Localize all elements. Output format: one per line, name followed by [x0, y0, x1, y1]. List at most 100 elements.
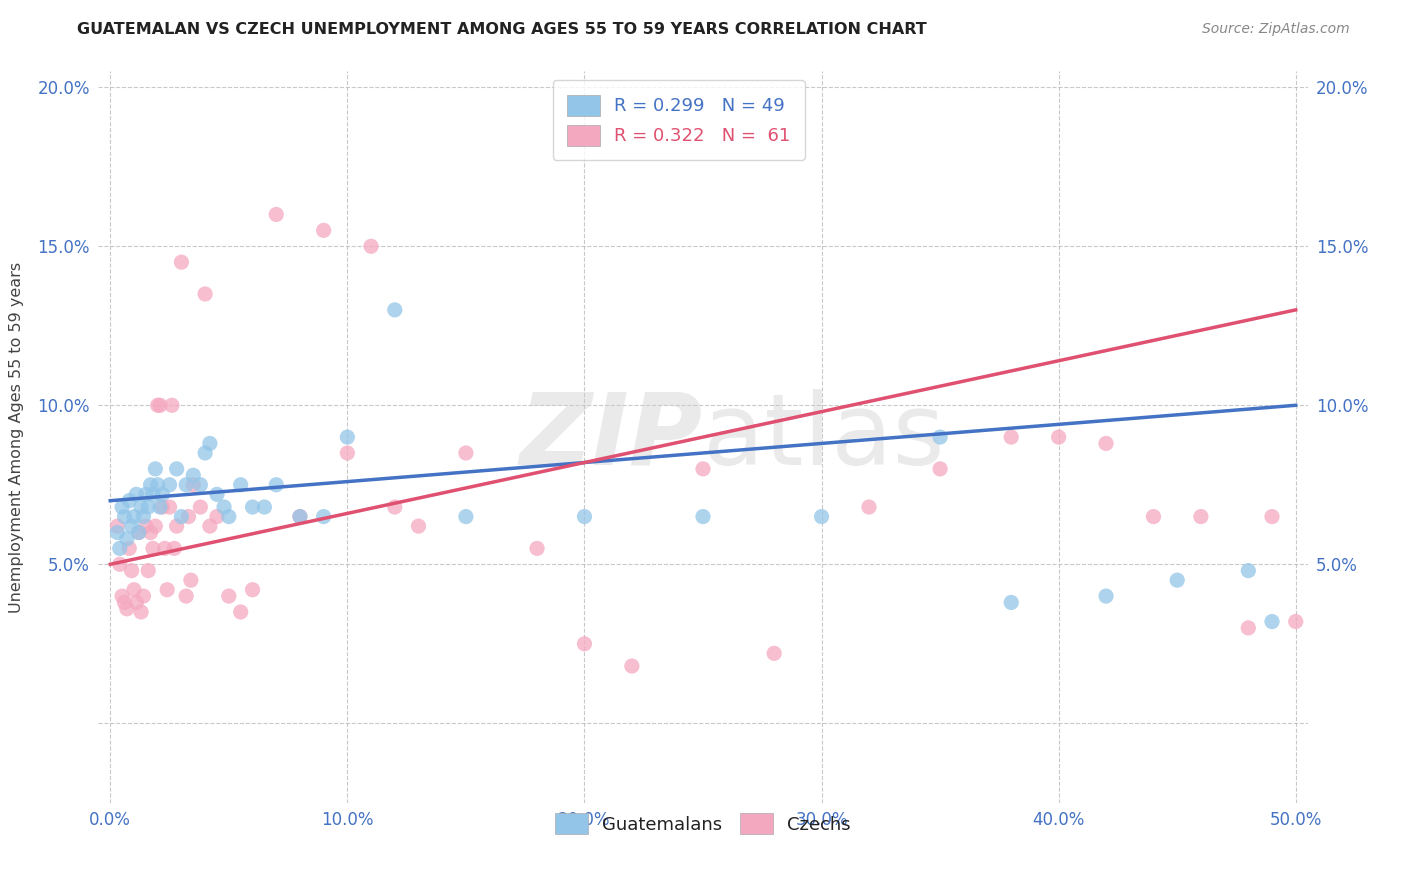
Point: [763, 646, 786, 660]
Point: [135, 519, 157, 533]
Point: [218, 589, 240, 603]
Text: Source: ZipAtlas.com: Source: ZipAtlas.com: [1202, 22, 1350, 37]
Point: [111, 589, 134, 603]
Point: [142, 487, 165, 501]
Point: [198, 519, 221, 533]
Point: [115, 532, 138, 546]
Point: [128, 525, 150, 540]
Point: [142, 541, 165, 556]
Point: [218, 509, 240, 524]
Point: [312, 223, 335, 237]
Point: [929, 462, 952, 476]
Point: [136, 564, 159, 578]
Point: [336, 430, 359, 444]
Point: [1237, 564, 1260, 578]
Point: [384, 500, 406, 514]
Point: [205, 509, 228, 524]
Point: [159, 477, 181, 491]
Point: [1166, 573, 1188, 587]
Point: [122, 509, 145, 524]
Point: [177, 509, 200, 524]
Point: [139, 477, 162, 491]
Point: [136, 500, 159, 514]
Point: [194, 287, 217, 301]
Point: [1261, 615, 1284, 629]
Point: [1261, 509, 1284, 524]
Point: [174, 589, 197, 603]
Point: [264, 477, 287, 491]
Point: [264, 207, 287, 221]
Point: [454, 509, 477, 524]
Point: [692, 462, 714, 476]
Point: [163, 541, 186, 556]
Point: [336, 446, 359, 460]
Point: [180, 573, 202, 587]
Point: [170, 509, 193, 524]
Point: [858, 500, 880, 514]
Point: [1285, 615, 1308, 629]
Point: [152, 487, 174, 501]
Point: [181, 477, 204, 491]
Point: [1189, 509, 1212, 524]
Point: [129, 605, 152, 619]
Point: [929, 430, 952, 444]
Point: [108, 541, 131, 556]
Point: [143, 519, 166, 533]
Point: [132, 509, 155, 524]
Point: [181, 468, 204, 483]
Text: GUATEMALAN VS CZECH UNEMPLOYMENT AMONG AGES 55 TO 59 YEARS CORRELATION CHART: GUATEMALAN VS CZECH UNEMPLOYMENT AMONG A…: [77, 22, 927, 37]
Point: [1095, 436, 1118, 450]
Text: ZIP: ZIP: [520, 389, 703, 485]
Point: [810, 509, 832, 524]
Legend: Guatemalans, Czechs: Guatemalans, Czechs: [541, 799, 865, 848]
Point: [146, 477, 169, 491]
Point: [160, 398, 183, 412]
Point: [108, 558, 131, 572]
Point: [288, 509, 311, 524]
Point: [132, 589, 155, 603]
Point: [1095, 589, 1118, 603]
Point: [1142, 509, 1164, 524]
Point: [170, 255, 193, 269]
Point: [253, 500, 276, 514]
Point: [360, 239, 382, 253]
Point: [114, 595, 136, 609]
Point: [159, 500, 181, 514]
Point: [125, 595, 148, 609]
Point: [135, 487, 157, 501]
Point: [125, 487, 148, 501]
Point: [129, 500, 152, 514]
Point: [153, 541, 176, 556]
Text: atlas: atlas: [703, 389, 945, 485]
Point: [149, 500, 172, 514]
Point: [194, 446, 217, 460]
Point: [312, 509, 335, 524]
Point: [156, 582, 179, 597]
Point: [574, 509, 596, 524]
Point: [408, 519, 430, 533]
Point: [190, 477, 212, 491]
Point: [166, 462, 188, 476]
Point: [1000, 430, 1022, 444]
Point: [152, 500, 174, 514]
Point: [1000, 595, 1022, 609]
Point: [574, 637, 596, 651]
Point: [174, 477, 197, 491]
Point: [198, 436, 221, 450]
Point: [143, 462, 166, 476]
Point: [229, 477, 252, 491]
Point: [526, 541, 548, 556]
Point: [118, 541, 141, 556]
Point: [1047, 430, 1070, 444]
Point: [118, 493, 141, 508]
Point: [1237, 621, 1260, 635]
Y-axis label: Unemployment Among Ages 55 to 59 years: Unemployment Among Ages 55 to 59 years: [8, 261, 24, 613]
Point: [149, 398, 172, 412]
Point: [692, 509, 714, 524]
Point: [105, 519, 128, 533]
Point: [115, 602, 138, 616]
Point: [454, 446, 477, 460]
Point: [121, 564, 143, 578]
Point: [190, 500, 212, 514]
Point: [128, 525, 150, 540]
